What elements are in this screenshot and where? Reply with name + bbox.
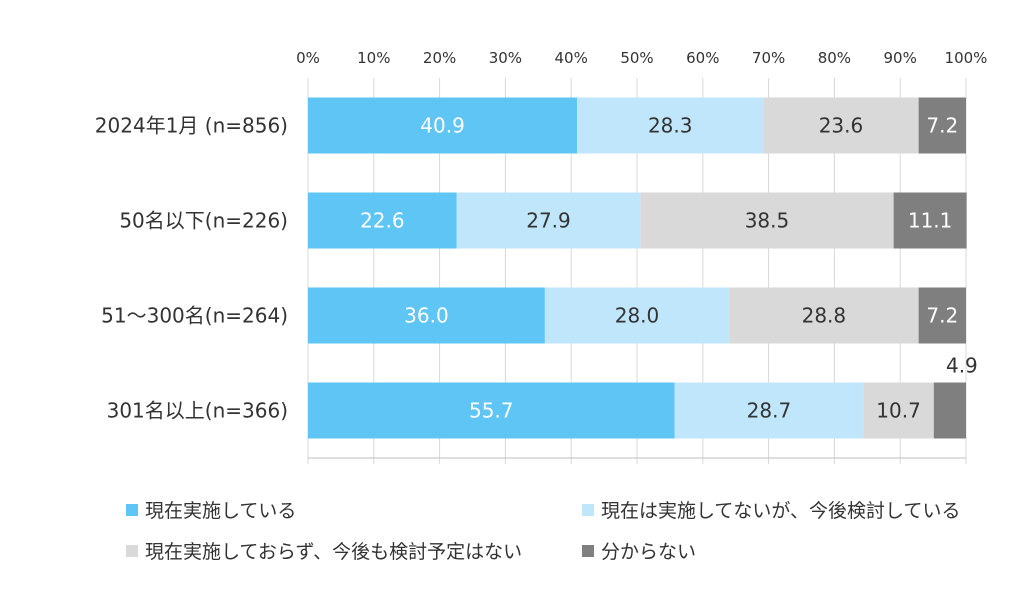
bar-segment — [933, 382, 966, 439]
data-label: 40.9 — [420, 114, 465, 138]
data-label: 23.6 — [819, 114, 864, 138]
legend-label: 現在は実施してないが、今後検討している — [601, 500, 961, 522]
category-label: 50名以下(n=226) — [119, 209, 288, 233]
bar-segment — [640, 192, 894, 249]
data-label: 55.7 — [469, 399, 514, 423]
bar-segment — [308, 382, 675, 439]
x-tick-label: 60% — [686, 49, 719, 67]
x-tick-label: 0% — [296, 49, 320, 67]
bar-segment — [308, 287, 545, 344]
legend-label: 分からない — [601, 541, 697, 563]
x-tick-label: 20% — [423, 49, 456, 67]
bar-segment — [674, 382, 864, 439]
data-label: 7.2 — [926, 304, 958, 328]
bar-segment — [729, 287, 919, 344]
x-tick-label: 80% — [818, 49, 851, 67]
legend-item-not-planned: 現在実施しておらず、今後も検討予定はない — [126, 537, 522, 564]
bar-segment — [544, 287, 730, 344]
data-label: 7.2 — [926, 114, 958, 138]
legend-item-considering: 現在は実施してないが、今後検討している — [582, 496, 960, 523]
data-label: 4.9 — [946, 354, 978, 378]
bar-segment — [577, 97, 764, 154]
legend-swatch — [126, 545, 138, 557]
bar-segment — [308, 97, 578, 154]
category-label: 301名以上(n=366) — [107, 399, 288, 423]
legend-label: 現在実施している — [145, 500, 297, 522]
x-tick-label: 100% — [945, 49, 988, 67]
data-label: 27.9 — [526, 209, 571, 233]
legend-swatch — [582, 545, 594, 557]
x-tick-label: 30% — [489, 49, 522, 67]
x-tick-label: 70% — [752, 49, 785, 67]
data-label: 22.6 — [360, 209, 405, 233]
data-label: 11.1 — [908, 209, 953, 233]
data-label: 28.8 — [802, 304, 847, 328]
legend-label: 現在実施しておらず、今後も検討予定はない — [145, 541, 523, 563]
bar-segment — [918, 97, 966, 154]
data-label: 28.7 — [747, 399, 792, 423]
x-tick-label: 50% — [620, 49, 653, 67]
bar-segment — [918, 287, 966, 344]
data-label: 38.5 — [745, 209, 790, 233]
legend-item-unknown: 分からない — [582, 537, 696, 564]
data-label: 10.7 — [876, 399, 921, 423]
x-tick-label: 10% — [357, 49, 390, 67]
legend-swatch — [126, 504, 138, 516]
bar-segment — [308, 192, 457, 249]
category-label: 51～300名(n=264) — [101, 304, 288, 328]
bar-segment — [763, 97, 919, 154]
bar-segment — [893, 192, 967, 249]
data-label: 36.0 — [404, 304, 449, 328]
category-label: 2024年1月 (n=856) — [95, 114, 288, 138]
legend-swatch — [582, 504, 594, 516]
legend-item-currently-implementing: 現在実施している — [126, 496, 296, 523]
data-label: 28.0 — [615, 304, 660, 328]
bar-segment — [863, 382, 934, 439]
x-tick-label: 90% — [884, 49, 917, 67]
data-label: 28.3 — [648, 114, 693, 138]
x-tick-label: 40% — [555, 49, 588, 67]
bar-segment — [456, 192, 641, 249]
